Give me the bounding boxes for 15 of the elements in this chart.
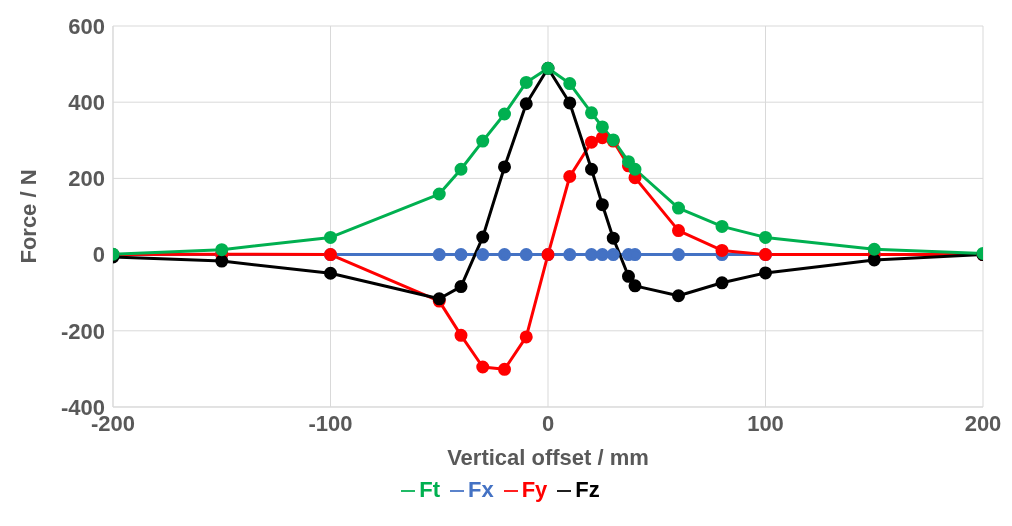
x-axis-title: Vertical offset / mm xyxy=(447,445,649,470)
y-tick-label: 400 xyxy=(68,90,105,116)
y-tick-label: 600 xyxy=(68,13,105,39)
x-tick-label: 0 xyxy=(541,410,555,436)
x-tick-label: 100 xyxy=(747,410,784,436)
y-tick-label: 200 xyxy=(68,166,105,192)
x-tick-label: 200 xyxy=(964,410,1002,436)
legend-label: Ft xyxy=(419,477,440,502)
legend-label: Fx xyxy=(467,477,494,502)
legend-label: Fz xyxy=(575,477,600,502)
y-tick-label: 0 xyxy=(92,242,105,268)
legend-label: Fy xyxy=(521,477,548,502)
x-tick-label: -100 xyxy=(308,410,353,436)
y-axis-title: Force / N xyxy=(15,169,41,264)
y-tick-label: -200 xyxy=(60,318,105,344)
